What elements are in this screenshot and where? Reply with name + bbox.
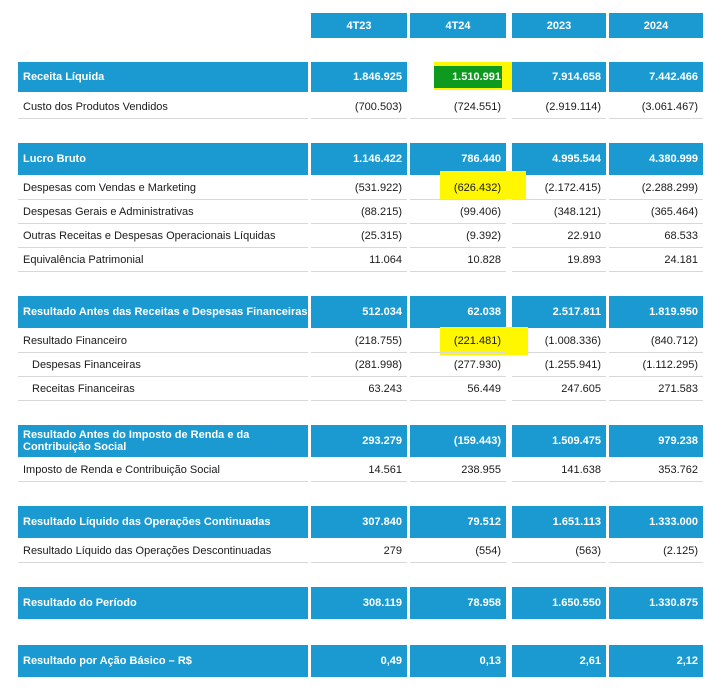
line-item-value-2024: 271.583 xyxy=(609,377,703,401)
line-item-value-4t24: (554) xyxy=(410,539,506,563)
section-total-value-4t23: 0,49 xyxy=(311,645,407,677)
line-item-value-2023: (1.255.941) xyxy=(512,353,606,377)
section-total-value-4t24: 78.958 xyxy=(410,587,506,619)
line-item-value-2024: 68.533 xyxy=(609,224,703,248)
section-total-value-2023: 4.995.544 xyxy=(512,143,606,175)
section-total-value-2023: 2,61 xyxy=(512,645,606,677)
line-item-value-2023: (2.919.114) xyxy=(512,95,606,119)
line-item-value-4t23: (281.998) xyxy=(311,353,407,377)
section-total-value-2023: 1.651.113 xyxy=(512,506,606,538)
column-header-4t23: 4T23 xyxy=(311,13,407,38)
section-total-value-2023: 7.914.658 xyxy=(512,62,606,92)
line-item-value-2023: (2.172.415) xyxy=(512,176,606,200)
section-total-label: Receita Líquida xyxy=(18,62,308,92)
line-item-value-2023: 19.893 xyxy=(512,248,606,272)
line-item-value-2023: 22.910 xyxy=(512,224,606,248)
section-total-value-4t24: 79.512 xyxy=(410,506,506,538)
section-total-value-4t24: 0,13 xyxy=(410,645,506,677)
line-item-value-4t24: 56.449 xyxy=(410,377,506,401)
section-total-label: Resultado do Período xyxy=(18,587,308,619)
column-header-2023: 2023 xyxy=(512,13,606,38)
line-item-label: Despesas Financeiras xyxy=(18,353,308,377)
line-item-value-4t24: 10.828 xyxy=(410,248,506,272)
section-total-label: Resultado por Ação Básico – R$ xyxy=(18,645,308,677)
section-total-value-2023: 2.517.811 xyxy=(512,296,606,328)
section-total-value-2024: 1.330.875 xyxy=(609,587,703,619)
line-item-label: Outras Receitas e Despesas Operacionais … xyxy=(18,224,308,248)
section-total-value-4t23: 1.146.422 xyxy=(311,143,407,175)
highlight-despesas-vendas-4t24 xyxy=(440,171,526,199)
line-item-value-4t23: 11.064 xyxy=(311,248,407,272)
line-item-value-2024: (840.712) xyxy=(609,329,703,353)
line-item-label: Equivalência Patrimonial xyxy=(18,248,308,272)
line-item-value-2023: (1.008.336) xyxy=(512,329,606,353)
line-item-value-2023: (348.121) xyxy=(512,200,606,224)
line-item-value-4t24: (724.551) xyxy=(410,95,506,119)
line-item-value-2023: 247.605 xyxy=(512,377,606,401)
line-item-value-4t23: 279 xyxy=(311,539,407,563)
section-total-value-4t23: 307.840 xyxy=(311,506,407,538)
section-total-label: Resultado Antes do Imposto de Renda e da… xyxy=(18,425,308,457)
section-total-value-4t24: 62.038 xyxy=(410,296,506,328)
section-total-value-4t23: 308.119 xyxy=(311,587,407,619)
line-item-value-4t24: (99.406) xyxy=(410,200,506,224)
section-total-value-2024: 1.819.950 xyxy=(609,296,703,328)
column-header-2024: 2024 xyxy=(609,13,703,38)
line-item-value-2024: 24.181 xyxy=(609,248,703,272)
line-item-label: Despesas Gerais e Administrativas xyxy=(18,200,308,224)
section-total-value-2024: 979.238 xyxy=(609,425,703,457)
line-item-value-4t23: 14.561 xyxy=(311,458,407,482)
line-item-value-2023: (563) xyxy=(512,539,606,563)
section-total-value-2024: 2,12 xyxy=(609,645,703,677)
line-item-label: Receitas Financeiras xyxy=(18,377,308,401)
line-item-value-2024: (2.125) xyxy=(609,539,703,563)
section-total-value-2023: 1.650.550 xyxy=(512,587,606,619)
line-item-label: Resultado Financeiro xyxy=(18,329,308,353)
section-total-label: Lucro Bruto xyxy=(18,143,308,175)
section-total-value-4t24: (159.443) xyxy=(410,425,506,457)
line-item-value-4t23: (531.922) xyxy=(311,176,407,200)
line-item-value-2024: (2.288.299) xyxy=(609,176,703,200)
line-item-value-4t24: 238.955 xyxy=(410,458,506,482)
section-total-value-4t23: 512.034 xyxy=(311,296,407,328)
line-item-value-4t23: 63.243 xyxy=(311,377,407,401)
line-item-value-4t24: (277.930) xyxy=(410,353,506,377)
line-item-value-4t23: (700.503) xyxy=(311,95,407,119)
section-total-label: Resultado Antes das Receitas e Despesas … xyxy=(18,296,308,328)
line-item-value-4t23: (218.755) xyxy=(311,329,407,353)
line-item-value-2024: (365.464) xyxy=(609,200,703,224)
line-item-label: Despesas com Vendas e Marketing xyxy=(18,176,308,200)
highlight-green-receita-4t24 xyxy=(434,66,502,88)
section-total-value-4t24: 786.440 xyxy=(410,143,506,175)
section-total-value-2023: 1.509.475 xyxy=(512,425,606,457)
section-total-value-4t23: 293.279 xyxy=(311,425,407,457)
section-total-value-2024: 1.333.000 xyxy=(609,506,703,538)
line-item-label: Imposto de Renda e Contribuição Social xyxy=(18,458,308,482)
column-header-4t24: 4T24 xyxy=(410,13,506,38)
section-total-label: Resultado Líquido das Operações Continua… xyxy=(18,506,308,538)
line-item-value-4t23: (88.215) xyxy=(311,200,407,224)
line-item-value-2024: (3.061.467) xyxy=(609,95,703,119)
section-total-value-4t23: 1.846.925 xyxy=(311,62,407,92)
line-item-value-4t24: (626.432) xyxy=(410,176,506,200)
line-item-value-4t23: (25.315) xyxy=(311,224,407,248)
line-item-value-2024: 353.762 xyxy=(609,458,703,482)
line-item-value-2024: (1.112.295) xyxy=(609,353,703,377)
line-item-value-2023: 141.638 xyxy=(512,458,606,482)
line-item-label: Resultado Líquido das Operações Desconti… xyxy=(18,539,308,563)
section-total-value-2024: 7.442.466 xyxy=(609,62,703,92)
line-item-value-4t24: (221.481) xyxy=(410,329,506,353)
section-total-value-2024: 4.380.999 xyxy=(609,143,703,175)
line-item-value-4t24: (9.392) xyxy=(410,224,506,248)
highlight-resultado-financeiro-4t24 xyxy=(440,327,528,355)
section-total-value-4t24: 1.510.991 xyxy=(452,71,501,83)
line-item-label: Custo dos Produtos Vendidos xyxy=(18,95,308,119)
